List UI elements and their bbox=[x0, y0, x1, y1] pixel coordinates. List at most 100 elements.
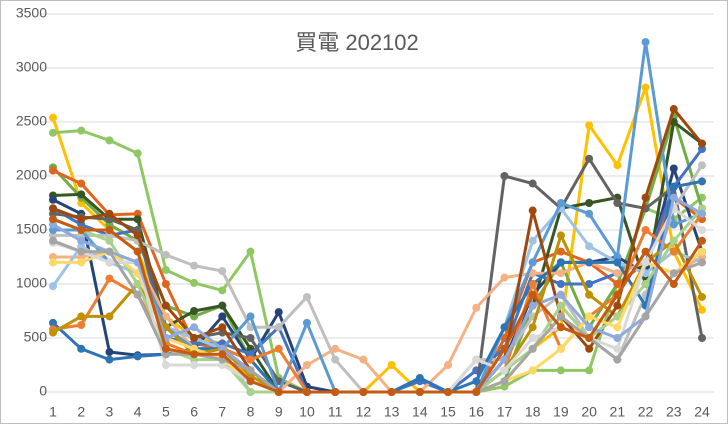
x-tick-label: 2 bbox=[77, 404, 85, 420]
data-point bbox=[133, 290, 142, 299]
data-point bbox=[331, 388, 340, 396]
data-point bbox=[105, 348, 114, 357]
x-tick-label: 19 bbox=[553, 404, 569, 420]
data-point bbox=[613, 161, 622, 170]
data-point bbox=[190, 278, 199, 287]
data-point bbox=[500, 355, 509, 364]
data-point bbox=[77, 179, 86, 188]
data-point bbox=[472, 303, 481, 312]
data-point bbox=[49, 328, 57, 337]
data-point bbox=[444, 361, 453, 369]
data-point bbox=[218, 301, 227, 310]
data-point bbox=[49, 166, 57, 175]
data-point bbox=[528, 269, 537, 278]
data-point bbox=[105, 274, 114, 283]
data-point bbox=[246, 312, 255, 321]
data-point bbox=[528, 290, 537, 299]
data-point bbox=[698, 177, 706, 186]
data-point bbox=[190, 361, 199, 369]
data-point bbox=[585, 323, 594, 332]
data-point bbox=[49, 282, 57, 291]
data-point bbox=[585, 290, 594, 299]
data-point bbox=[133, 352, 142, 361]
data-point bbox=[302, 361, 311, 369]
data-point bbox=[49, 318, 57, 327]
chart-title: 買電 202102 bbox=[295, 30, 419, 55]
data-point bbox=[613, 269, 622, 278]
data-point bbox=[161, 250, 170, 259]
data-point bbox=[698, 209, 706, 218]
data-point bbox=[585, 199, 594, 207]
y-tick-label: 3500 bbox=[16, 5, 47, 21]
x-tick-label: 5 bbox=[162, 404, 170, 420]
data-point bbox=[190, 334, 199, 342]
data-point bbox=[556, 258, 565, 267]
data-point bbox=[585, 209, 594, 218]
data-point bbox=[669, 269, 678, 278]
data-point bbox=[246, 334, 255, 342]
x-tick-label: 11 bbox=[328, 404, 343, 420]
data-point bbox=[49, 204, 57, 213]
data-point bbox=[613, 199, 622, 207]
y-tick-label: 0 bbox=[39, 383, 47, 399]
data-point bbox=[218, 323, 227, 332]
x-tick-label: 13 bbox=[384, 404, 400, 420]
data-point bbox=[556, 199, 565, 207]
x-tick-label: 12 bbox=[356, 404, 372, 420]
data-point bbox=[585, 154, 594, 163]
data-point bbox=[77, 247, 86, 256]
x-tick-label: 10 bbox=[299, 404, 315, 420]
data-point bbox=[161, 361, 170, 369]
data-point bbox=[190, 323, 199, 332]
data-point bbox=[585, 344, 594, 353]
x-tick-label: 22 bbox=[638, 404, 654, 420]
data-point bbox=[613, 334, 622, 342]
y-tick-label: 500 bbox=[24, 329, 48, 345]
data-point bbox=[387, 361, 396, 369]
data-point bbox=[669, 220, 678, 229]
data-point bbox=[331, 355, 340, 364]
data-point bbox=[218, 267, 227, 276]
data-point bbox=[641, 247, 650, 256]
data-point bbox=[105, 355, 114, 364]
data-point bbox=[246, 355, 255, 364]
data-point bbox=[585, 121, 594, 130]
data-point bbox=[161, 344, 170, 353]
data-point bbox=[415, 373, 424, 382]
data-point bbox=[161, 280, 170, 288]
data-point bbox=[359, 355, 368, 364]
data-point bbox=[77, 312, 86, 321]
data-point bbox=[274, 388, 283, 396]
x-tick-label: 3 bbox=[106, 404, 114, 420]
data-point bbox=[246, 366, 255, 375]
data-point bbox=[556, 301, 565, 310]
data-point bbox=[641, 38, 650, 47]
data-point bbox=[274, 344, 283, 353]
data-point bbox=[528, 179, 537, 188]
data-point bbox=[698, 305, 706, 314]
data-point bbox=[669, 182, 678, 191]
data-point bbox=[528, 206, 537, 215]
data-point bbox=[161, 312, 170, 321]
data-point bbox=[669, 247, 678, 256]
data-point bbox=[500, 366, 509, 375]
data-point bbox=[669, 105, 678, 114]
data-point bbox=[556, 290, 565, 299]
data-point bbox=[613, 323, 622, 332]
x-tick-label: 4 bbox=[134, 404, 142, 420]
data-point bbox=[105, 209, 114, 218]
x-tick-label: 9 bbox=[275, 404, 283, 420]
data-point bbox=[585, 258, 594, 267]
data-point bbox=[105, 247, 114, 256]
data-point bbox=[585, 312, 594, 321]
data-point bbox=[641, 258, 650, 267]
data-point bbox=[105, 236, 114, 245]
y-tick-label: 1000 bbox=[16, 275, 47, 291]
data-point bbox=[274, 323, 283, 332]
data-point bbox=[359, 388, 368, 396]
data-point bbox=[500, 172, 509, 180]
data-point bbox=[49, 215, 57, 224]
x-tick-label: 16 bbox=[468, 404, 484, 420]
data-point bbox=[613, 344, 622, 353]
x-tick-label: 8 bbox=[247, 404, 255, 420]
